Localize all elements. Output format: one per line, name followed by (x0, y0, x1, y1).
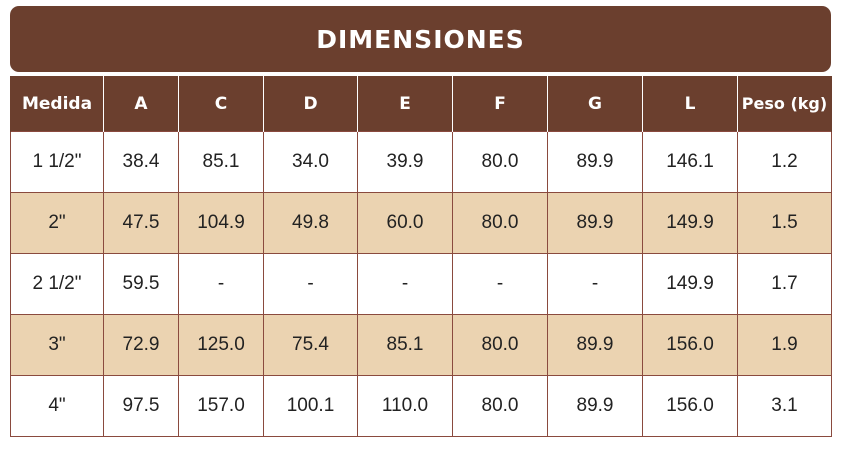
cell-e: 85.1 (357, 314, 453, 376)
header-g: G (547, 76, 643, 132)
table-row: 3" 72.9 125.0 75.4 85.1 80.0 89.9 156.0 … (10, 314, 832, 376)
cell-c: 85.1 (178, 131, 264, 193)
header-medida: Medida (10, 76, 104, 132)
table-row: 2" 47.5 104.9 49.8 60.0 80.0 89.9 149.9 … (10, 192, 832, 254)
cell-g: - (547, 253, 643, 315)
cell-c: 125.0 (178, 314, 264, 376)
cell-f: 80.0 (452, 314, 548, 376)
cell-f: 80.0 (452, 375, 548, 437)
table-row: 4" 97.5 157.0 100.1 110.0 80.0 89.9 156.… (10, 375, 832, 437)
cell-d: 49.8 (263, 192, 358, 254)
header-l: L (642, 76, 738, 132)
cell-medida: 1 1/2" (10, 131, 104, 193)
cell-c: - (178, 253, 264, 315)
cell-g: 89.9 (547, 314, 643, 376)
header-row: Medida A C D E F G L Peso (kg) (10, 76, 832, 132)
cell-g: 89.9 (547, 192, 643, 254)
cell-l: 156.0 (642, 314, 738, 376)
table-row: 2 1/2" 59.5 - - - - - 149.9 1.7 (10, 253, 832, 315)
cell-d: 75.4 (263, 314, 358, 376)
table-title: DIMENSIONES (10, 6, 831, 72)
cell-medida: 2 1/2" (10, 253, 104, 315)
cell-d: - (263, 253, 358, 315)
dimensions-table: Medida A C D E F G L Peso (kg) 1 1/2" 38… (10, 76, 832, 437)
table-row: 1 1/2" 38.4 85.1 34.0 39.9 80.0 89.9 146… (10, 131, 832, 193)
cell-peso: 3.1 (737, 375, 832, 437)
cell-a: 59.5 (103, 253, 179, 315)
cell-f: 80.0 (452, 192, 548, 254)
cell-d: 34.0 (263, 131, 358, 193)
cell-a: 72.9 (103, 314, 179, 376)
cell-g: 89.9 (547, 131, 643, 193)
cell-c: 104.9 (178, 192, 264, 254)
cell-f: - (452, 253, 548, 315)
cell-medida: 2" (10, 192, 104, 254)
cell-l: 146.1 (642, 131, 738, 193)
cell-e: - (357, 253, 453, 315)
cell-peso: 1.7 (737, 253, 832, 315)
cell-a: 97.5 (103, 375, 179, 437)
header-peso: Peso (kg) (737, 76, 832, 132)
header-e: E (357, 76, 453, 132)
cell-peso: 1.5 (737, 192, 832, 254)
header-d: D (263, 76, 358, 132)
cell-e: 110.0 (357, 375, 453, 437)
cell-d: 100.1 (263, 375, 358, 437)
cell-e: 60.0 (357, 192, 453, 254)
cell-a: 47.5 (103, 192, 179, 254)
cell-peso: 1.2 (737, 131, 832, 193)
header-a: A (103, 76, 179, 132)
cell-l: 156.0 (642, 375, 738, 437)
cell-medida: 3" (10, 314, 104, 376)
cell-medida: 4" (10, 375, 104, 437)
cell-c: 157.0 (178, 375, 264, 437)
header-f: F (452, 76, 548, 132)
cell-l: 149.9 (642, 253, 738, 315)
header-c: C (178, 76, 264, 132)
cell-f: 80.0 (452, 131, 548, 193)
cell-a: 38.4 (103, 131, 179, 193)
cell-l: 149.9 (642, 192, 738, 254)
cell-g: 89.9 (547, 375, 643, 437)
cell-peso: 1.9 (737, 314, 832, 376)
cell-e: 39.9 (357, 131, 453, 193)
